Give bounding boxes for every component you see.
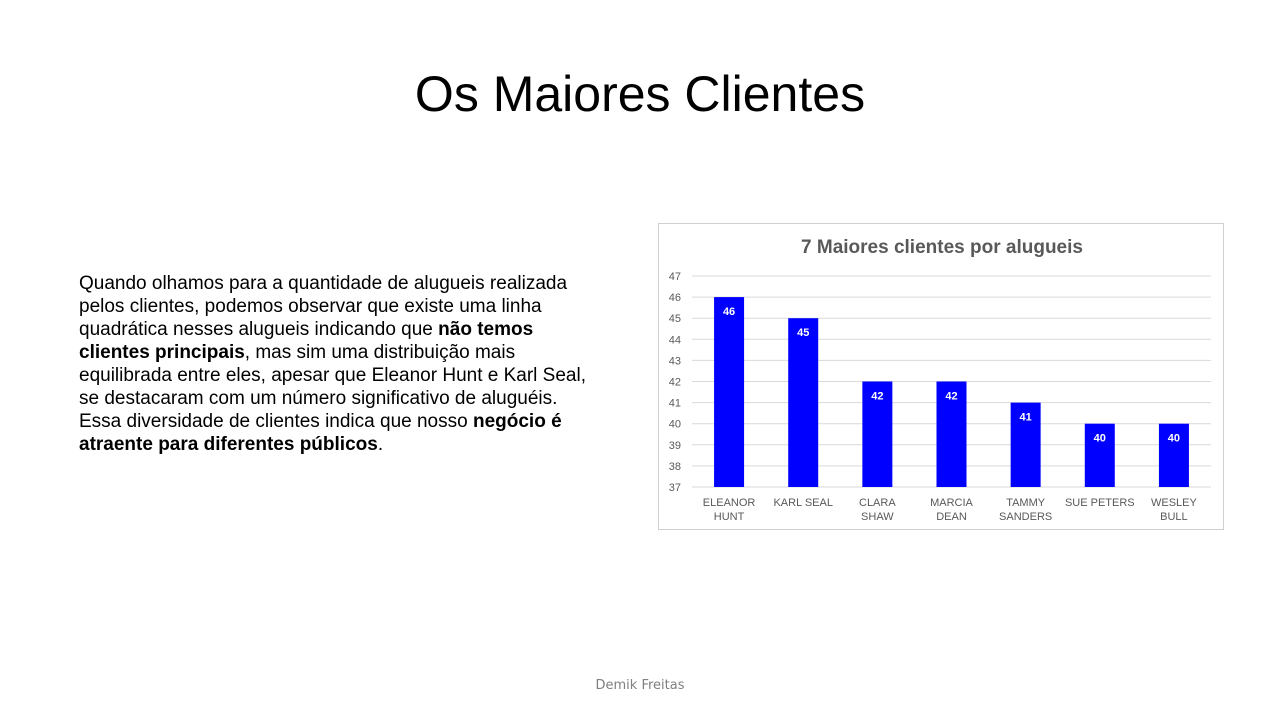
body-emphasis: não temos clientes principais bbox=[79, 319, 534, 363]
x-category-label: HUNT bbox=[714, 511, 745, 523]
y-tick-label: 46 bbox=[669, 292, 681, 304]
chart-svg: 7 Maiores clientes por alugueis 37 38 39 40 4… bbox=[669, 237, 1211, 523]
x-category-label: BULL bbox=[1160, 511, 1188, 523]
footer-author: Demik Freitas bbox=[595, 678, 685, 693]
data-label: 41 bbox=[1020, 412, 1032, 424]
y-tick-label: 38 bbox=[669, 461, 681, 473]
body-paragraph: Quando olhamos para a quantidade de alug… bbox=[79, 272, 594, 456]
x-category-label: SHAW bbox=[861, 511, 894, 523]
slide-title: Os Maiores Clientes bbox=[414, 66, 866, 122]
x-category-label: MARCIA bbox=[930, 497, 973, 509]
data-label: 42 bbox=[871, 391, 883, 403]
bar bbox=[1084, 423, 1115, 487]
bar-chart: 7 Maiores clientes por alugueis 37 38 39 40 4… bbox=[658, 223, 1224, 530]
x-category-label: SUE PETERS bbox=[1065, 497, 1135, 509]
y-tick-label: 40 bbox=[669, 419, 681, 431]
bar bbox=[788, 318, 819, 487]
data-label: 46 bbox=[723, 306, 735, 318]
bar bbox=[1010, 402, 1041, 487]
y-tick-label: 37 bbox=[669, 482, 681, 494]
x-category-label: CLARA bbox=[859, 497, 896, 509]
body-text-segment: . bbox=[377, 434, 384, 455]
body-text-segment: , mas sim uma distribuição mais equilibr… bbox=[79, 342, 586, 432]
data-label: 40 bbox=[1168, 433, 1180, 445]
x-category-label: TAMMY bbox=[1006, 497, 1046, 509]
x-category-label: ELEANOR bbox=[703, 497, 756, 509]
body-emphasis: negócio é atraente para diferentes públi… bbox=[79, 411, 562, 455]
body-text-segment: Quando olhamos para a quantidade de alug… bbox=[79, 273, 568, 340]
bar bbox=[936, 381, 967, 487]
data-label: 45 bbox=[797, 327, 809, 339]
bar bbox=[862, 381, 893, 487]
y-tick-label: 44 bbox=[669, 334, 681, 346]
y-tick-label: 41 bbox=[669, 398, 681, 410]
x-category-label: WESLEY bbox=[1151, 497, 1198, 509]
y-tick-label: 39 bbox=[669, 440, 681, 452]
chart-title: 7 Maiores clientes por alugueis bbox=[801, 237, 1083, 258]
x-category-label: KARL SEAL bbox=[773, 497, 833, 509]
data-label: 42 bbox=[945, 391, 957, 403]
x-category-label: DEAN bbox=[936, 511, 967, 523]
data-label: 40 bbox=[1094, 433, 1106, 445]
bar bbox=[714, 297, 745, 487]
y-tick-label: 42 bbox=[669, 377, 681, 389]
y-tick-label: 47 bbox=[669, 271, 681, 283]
y-tick-label: 43 bbox=[669, 355, 681, 367]
y-tick-label: 45 bbox=[669, 313, 681, 325]
x-category-label: SANDERS bbox=[999, 511, 1052, 523]
bar bbox=[1158, 423, 1189, 487]
